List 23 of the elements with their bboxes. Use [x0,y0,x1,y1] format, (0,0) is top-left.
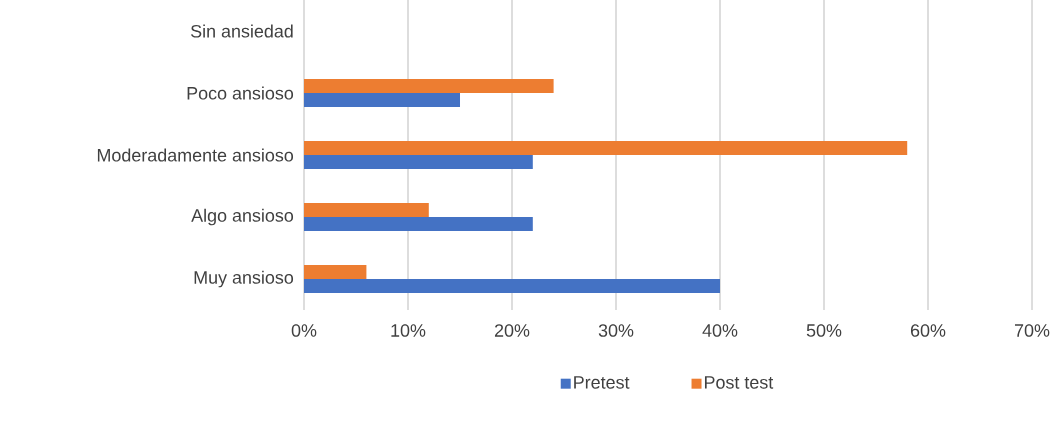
legend-label: Pretest [574,376,630,389]
bar [304,279,721,293]
y-tick-label: Muy ansioso [194,270,294,288]
y-tick-label: Moderadamente ansioso [97,148,294,162]
legend-label: Post test [704,376,774,389]
bar [304,217,533,231]
x-tick-label: 30% [598,324,634,337]
bar [304,93,460,107]
y-tick-label: Sin ansiedad [190,24,293,38]
bar [304,141,908,155]
bar [304,79,554,93]
x-tick-label: 60% [910,324,946,337]
x-tick-label: 50% [806,324,842,337]
y-tick-label: Poco ansioso [187,86,294,100]
x-tick-label: 40% [702,324,738,337]
bar [304,155,533,169]
x-tick-label: 20% [494,324,530,337]
x-tick-label: 0% [291,324,317,337]
y-tick-label: Algo ansioso [191,208,294,226]
x-tick-label: 10% [391,324,426,337]
bar [304,203,429,217]
bar [304,265,367,279]
x-tick-label: 70% [1014,324,1050,337]
